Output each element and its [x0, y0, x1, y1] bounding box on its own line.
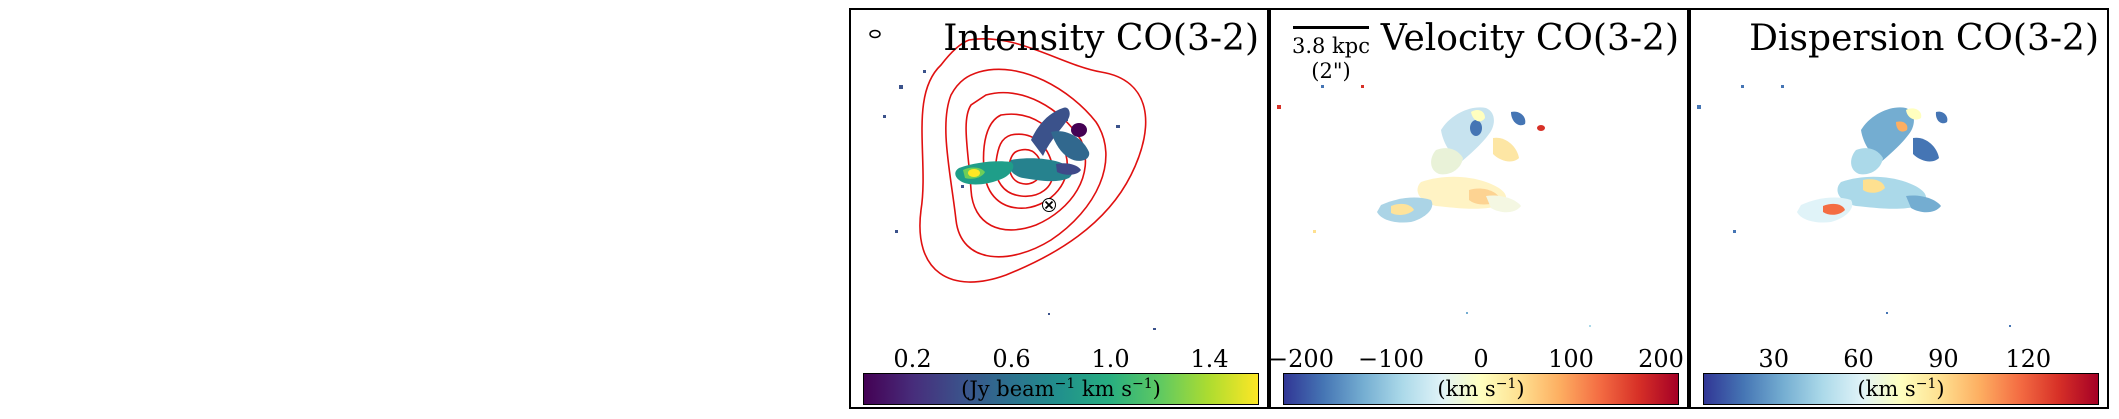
center-marker — [1042, 198, 1056, 212]
velocity-colorbar: (km s−1) — [1283, 373, 1679, 405]
velocity-red-knot — [1537, 125, 1545, 131]
intensity-tick: 1.4 — [1190, 345, 1229, 373]
emission-peak — [968, 169, 980, 177]
dispersion-title: Dispersion CO(3-2) — [1749, 18, 2099, 59]
dispersion-upper-arm — [1861, 107, 1914, 162]
emission-upper-arm — [1031, 107, 1070, 156]
intensity-tick: 0.2 — [893, 345, 932, 373]
dispersion-center-warm — [1863, 179, 1885, 193]
velocity-tick: 0 — [1473, 345, 1489, 373]
intensity-map — [869, 29, 1156, 330]
intensity-tick: 0.6 — [992, 345, 1031, 373]
velocity-upper-tongue — [1471, 110, 1485, 122]
dispersion-tick: 120 — [2005, 345, 2052, 373]
dispersion-right-clump — [1935, 111, 1948, 124]
velocity-blue-knot — [1470, 120, 1482, 136]
scale-bar-arcsec: (2") — [1311, 59, 1351, 83]
scale-bar-length: 3.8 kpc — [1291, 34, 1370, 58]
noise-specks — [883, 70, 1156, 330]
dispersion-field — [1797, 107, 1948, 223]
intensity-colorbar-label: (Jy beam−1 km s−1) — [961, 376, 1161, 401]
velocity-colorbar-label: (km s−1) — [1437, 376, 1525, 401]
velocity-field — [1377, 107, 1545, 223]
dispersion-noise — [1697, 85, 2011, 327]
contour-level-1 — [919, 38, 1147, 283]
dispersion-main-bar — [1837, 176, 1927, 209]
intensity-colorbar: (Jy beam−1 km s−1) — [863, 373, 1259, 405]
dispersion-tick: 90 — [1928, 345, 1959, 373]
dispersion-left-hot — [1823, 203, 1845, 215]
velocity-right-tail — [1486, 195, 1521, 213]
contour-level-2 — [945, 68, 1107, 258]
dispersion-colorbar: (km s−1) — [1703, 373, 2099, 405]
velocity-tick: 100 — [1548, 345, 1594, 373]
contour-level-5 — [994, 133, 1054, 197]
emission-right-tail — [1056, 163, 1081, 175]
velocity-tick: −200 — [1269, 345, 1334, 373]
scale-bar-label: 3.8 kpc (2") — [1285, 34, 1377, 84]
velocity-left-warm — [1391, 203, 1414, 215]
scale-bar — [1293, 26, 1369, 29]
velocity-blue-clump — [1511, 111, 1526, 126]
emission-right-lobe — [1051, 131, 1090, 161]
velocity-right-lobe — [1493, 137, 1519, 162]
intensity-tick: 1.0 — [1091, 345, 1130, 373]
velocity-tick: −100 — [1358, 345, 1424, 373]
dispersion-right-tail — [1906, 195, 1941, 213]
velocity-upper-left — [1431, 148, 1463, 175]
dispersion-upper-left — [1851, 148, 1883, 175]
emission-knot — [1071, 123, 1087, 137]
velocity-title: Velocity CO(3-2) — [1380, 18, 1679, 59]
dispersion-colorbar-label: (km s−1) — [1857, 376, 1945, 401]
velocity-map — [1277, 85, 1591, 327]
velocity-panel: 3.8 kpc (2") Velocity CO(3-2) −200 −100 … — [1269, 8, 1689, 409]
intensity-panel: Intensity CO(3-2) 0.2 0.6 1.0 1.4 (Jy be… — [849, 8, 1269, 409]
beam-ellipse — [869, 29, 881, 39]
dispersion-upper-clump — [1906, 108, 1922, 120]
dispersion-tick: 30 — [1758, 345, 1789, 373]
dispersion-tick: 60 — [1843, 345, 1874, 373]
dispersion-right-lobe — [1913, 137, 1939, 162]
velocity-noise — [1277, 85, 1591, 327]
intensity-emission — [955, 107, 1090, 185]
dispersion-panel: Dispersion CO(3-2) 30 60 90 120 (km s−1) — [1689, 8, 2109, 409]
dispersion-map — [1697, 85, 2011, 327]
dispersion-upper-hot — [1896, 121, 1908, 132]
intensity-title: Intensity CO(3-2) — [943, 18, 1259, 59]
velocity-tick: 200 — [1638, 345, 1684, 373]
